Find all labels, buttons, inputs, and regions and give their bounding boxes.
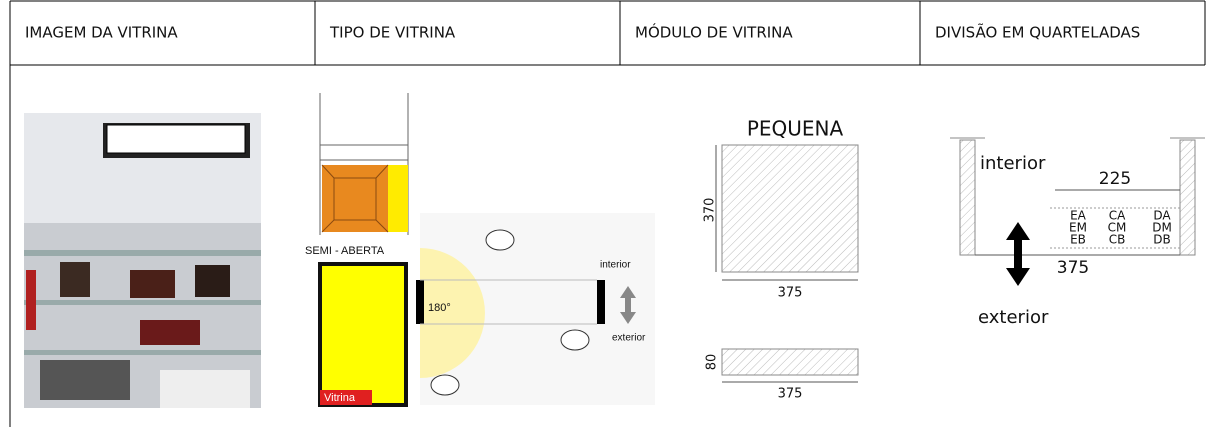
cell-label: EB <box>1070 233 1086 247</box>
header: DIVISÃO EM QUARTELADAS <box>935 23 1140 42</box>
tag: Vitrina <box>324 392 356 404</box>
angle-label: 180° <box>428 302 451 314</box>
bottom-width: 375 <box>1057 258 1089 278</box>
vitrina-elevation <box>319 93 409 235</box>
plan-diagram <box>416 213 655 405</box>
cell-label: DB <box>1153 233 1170 247</box>
interior-label: interior <box>980 153 1046 174</box>
cell-grid: EA CA DA EM CM DM EB CB DB <box>1069 209 1172 247</box>
header: IMAGEM DA VITRINA <box>25 24 178 42</box>
cell-label: CA <box>1109 209 1126 223</box>
header: TIPO DE VITRINA <box>329 24 456 42</box>
depth-width-label: 375 <box>778 387 803 402</box>
cell-label: CM <box>1108 221 1127 235</box>
tag-bg <box>320 390 372 405</box>
height-label: 370 <box>703 198 718 223</box>
module-title: PEQUENA <box>747 117 844 141</box>
cell-label: CB <box>1109 233 1126 247</box>
store-photo <box>24 113 261 408</box>
width-label: 375 <box>778 286 803 301</box>
cell-label: DA <box>1153 209 1171 223</box>
top-width: 225 <box>1099 169 1131 189</box>
cell-label: EA <box>1070 209 1087 223</box>
division-diagram <box>950 137 1205 286</box>
module-depth <box>721 348 859 376</box>
table-frame <box>9 0 1206 427</box>
exterior-label: exterior <box>612 333 646 344</box>
header: MÓDULO DE VITRINA <box>635 23 793 42</box>
depth-label: 80 <box>705 354 720 371</box>
cell-label: EM <box>1069 221 1087 235</box>
exterior-label: exterior <box>978 307 1049 328</box>
cell-label: DM <box>1152 221 1172 235</box>
interior-label: interior <box>600 260 631 271</box>
module-plan <box>721 144 859 273</box>
vitrina-type-label: SEMI - ABERTA <box>305 245 385 257</box>
vitrina-plan <box>318 262 408 407</box>
